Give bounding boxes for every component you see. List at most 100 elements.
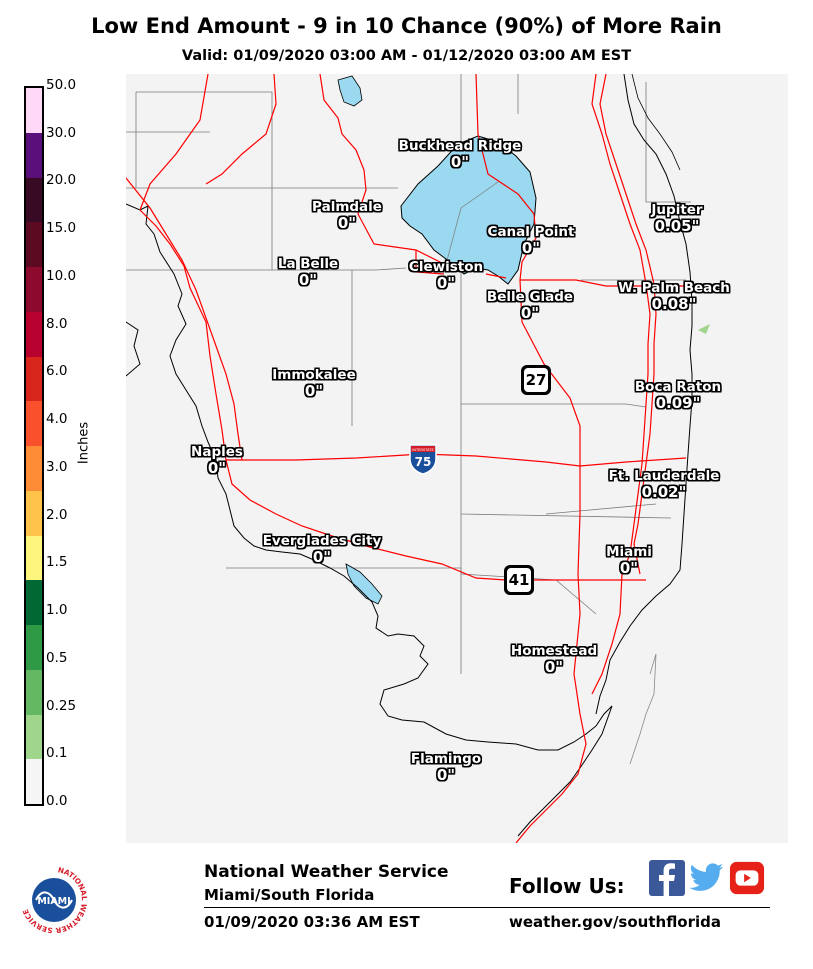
office-name: Miami/South Florida xyxy=(204,886,375,904)
office-url[interactable]: weather.gov/southflorida xyxy=(509,913,722,931)
legend-color-bin xyxy=(26,669,42,715)
legend-tick-label: 1.0 xyxy=(46,602,68,619)
legend-tick-label: 20.0 xyxy=(46,172,77,189)
rainfall-map: Buckhead Ridge 0" Palmdale 0" Canal Point 0" J… xyxy=(126,74,788,843)
legend-color-bin xyxy=(26,311,42,357)
legend-tick-label: 15.0 xyxy=(46,220,77,237)
agency-name: National Weather Service xyxy=(204,862,449,882)
county-boundaries xyxy=(126,74,691,674)
city-name: Ft. Lauderdale xyxy=(608,468,720,484)
youtube-icon[interactable] xyxy=(729,860,765,896)
us-41-shield: 41 xyxy=(504,565,534,595)
legend-color-bin xyxy=(26,267,42,312)
rain-amount: 0" xyxy=(436,274,456,292)
rain-amount: 0" xyxy=(521,239,541,257)
city-label: Boca Raton 0.09" xyxy=(635,379,721,411)
city-name: Canal Point xyxy=(487,224,575,240)
city-name: Homestead xyxy=(510,643,598,659)
legend-color-bin xyxy=(26,759,42,804)
follow-us-label: Follow Us: xyxy=(509,874,625,898)
map-basemap xyxy=(126,74,710,843)
legend-tick-label: 0.25 xyxy=(46,697,77,714)
legend-color-bin xyxy=(26,177,42,223)
city-name: Belle Glade xyxy=(486,289,574,305)
nws-logo: NATIONAL WEATHER SERVICE MIAMI xyxy=(17,863,91,937)
city-name: Everglades City xyxy=(262,533,382,549)
legend-color-bin xyxy=(26,625,42,670)
color-scale-legend xyxy=(24,86,44,806)
map-title: Low End Amount - 9 in 10 Chance (90%) of… xyxy=(91,14,722,38)
valid-period: Valid: 01/09/2020 03:00 AM - 01/12/2020 … xyxy=(181,48,632,64)
us-27-shield: 27 xyxy=(521,365,551,395)
footer-divider xyxy=(204,907,770,908)
city-label: Everglades City 0" xyxy=(263,533,382,565)
legend-color-bin xyxy=(26,356,42,402)
rain-amount: 0.09" xyxy=(655,394,701,412)
legend-tick-label: 3.0 xyxy=(46,458,68,475)
logo-office-text: MIAMI xyxy=(37,896,70,907)
interstate-75-number: 75 xyxy=(415,455,432,469)
rain-amount: 0" xyxy=(520,304,540,322)
city-label: Naples 0" xyxy=(191,444,243,476)
interstate-banner: INTERSTATE xyxy=(412,448,434,452)
legend-color-bin xyxy=(26,714,42,760)
legend-color-bin xyxy=(26,535,42,581)
legend-tick-label: 30.0 xyxy=(46,124,77,141)
legend-color-bin xyxy=(26,446,42,491)
legend-tick-label: 10.0 xyxy=(46,267,77,284)
city-label: Buckhead Ridge 0" xyxy=(399,138,522,170)
rain-amount: 0" xyxy=(450,153,470,171)
city-label: Flamingo 0" xyxy=(411,751,481,783)
city-label: La Belle 0" xyxy=(278,256,338,288)
legend-tick-label: 0.5 xyxy=(46,649,68,666)
city-name: W. Palm Beach xyxy=(618,280,730,296)
city-name: Naples xyxy=(191,444,243,460)
city-name: Boca Raton xyxy=(634,379,722,395)
legend-unit-label: Inches xyxy=(76,421,92,465)
issued-time: 01/09/2020 03:36 AM EST xyxy=(204,913,420,931)
city-label: Immokalee 0" xyxy=(272,367,355,399)
rain-amount: 0.05" xyxy=(654,217,700,235)
atlantic-coastline xyxy=(595,74,693,715)
rain-amount: 0" xyxy=(337,214,357,232)
legend-color-bin xyxy=(26,88,42,133)
rain-amount: 0" xyxy=(207,459,227,477)
legend-tick-label: 50.0 xyxy=(46,77,77,93)
city-name: Miami xyxy=(606,544,652,560)
legend-color-bin xyxy=(26,490,42,536)
city-name: Buckhead Ridge xyxy=(398,138,522,154)
rain-amount: 0.02" xyxy=(641,483,687,501)
legend-tick-label: 0.0 xyxy=(46,793,68,809)
legend-tick-label: 6.0 xyxy=(46,363,68,380)
rain-amount: 0" xyxy=(436,766,456,784)
city-name: Flamingo xyxy=(410,751,482,767)
rain-amount: 0" xyxy=(312,548,332,566)
legend-tick-label: 4.0 xyxy=(46,411,68,428)
rain-amount: 0" xyxy=(619,559,639,577)
rain-amount: 0" xyxy=(544,658,564,676)
city-label: Belle Glade 0" xyxy=(487,289,573,321)
city-label: Jupiter 0.05" xyxy=(651,202,702,234)
city-label: Miami 0" xyxy=(606,544,652,576)
rain-amount: 0" xyxy=(304,382,324,400)
city-label: Clewiston 0" xyxy=(409,259,483,291)
city-name: Clewiston xyxy=(408,259,484,275)
legend-tick-label: 8.0 xyxy=(46,315,68,332)
twitter-icon[interactable] xyxy=(689,860,725,896)
highways xyxy=(126,74,687,843)
city-label: Ft. Lauderdale 0.02" xyxy=(609,468,720,500)
rain-amount: 0" xyxy=(298,271,318,289)
interstate-75-shield: INTERSTATE 75 xyxy=(409,444,437,475)
legend-color-bin xyxy=(26,132,42,178)
city-label: Homestead 0" xyxy=(511,643,597,675)
legend-color-bin xyxy=(26,580,42,625)
city-name: Immokalee xyxy=(272,367,356,383)
rain-amount: 0.08" xyxy=(651,295,697,313)
us-27-number: 27 xyxy=(524,368,548,392)
city-name: Palmdale xyxy=(312,199,382,215)
lake-okeechobee xyxy=(400,135,537,285)
facebook-icon[interactable] xyxy=(649,860,685,896)
city-label: Canal Point 0" xyxy=(488,224,575,256)
city-name: Jupiter xyxy=(651,202,703,218)
city-label: W. Palm Beach 0.08" xyxy=(618,280,730,312)
